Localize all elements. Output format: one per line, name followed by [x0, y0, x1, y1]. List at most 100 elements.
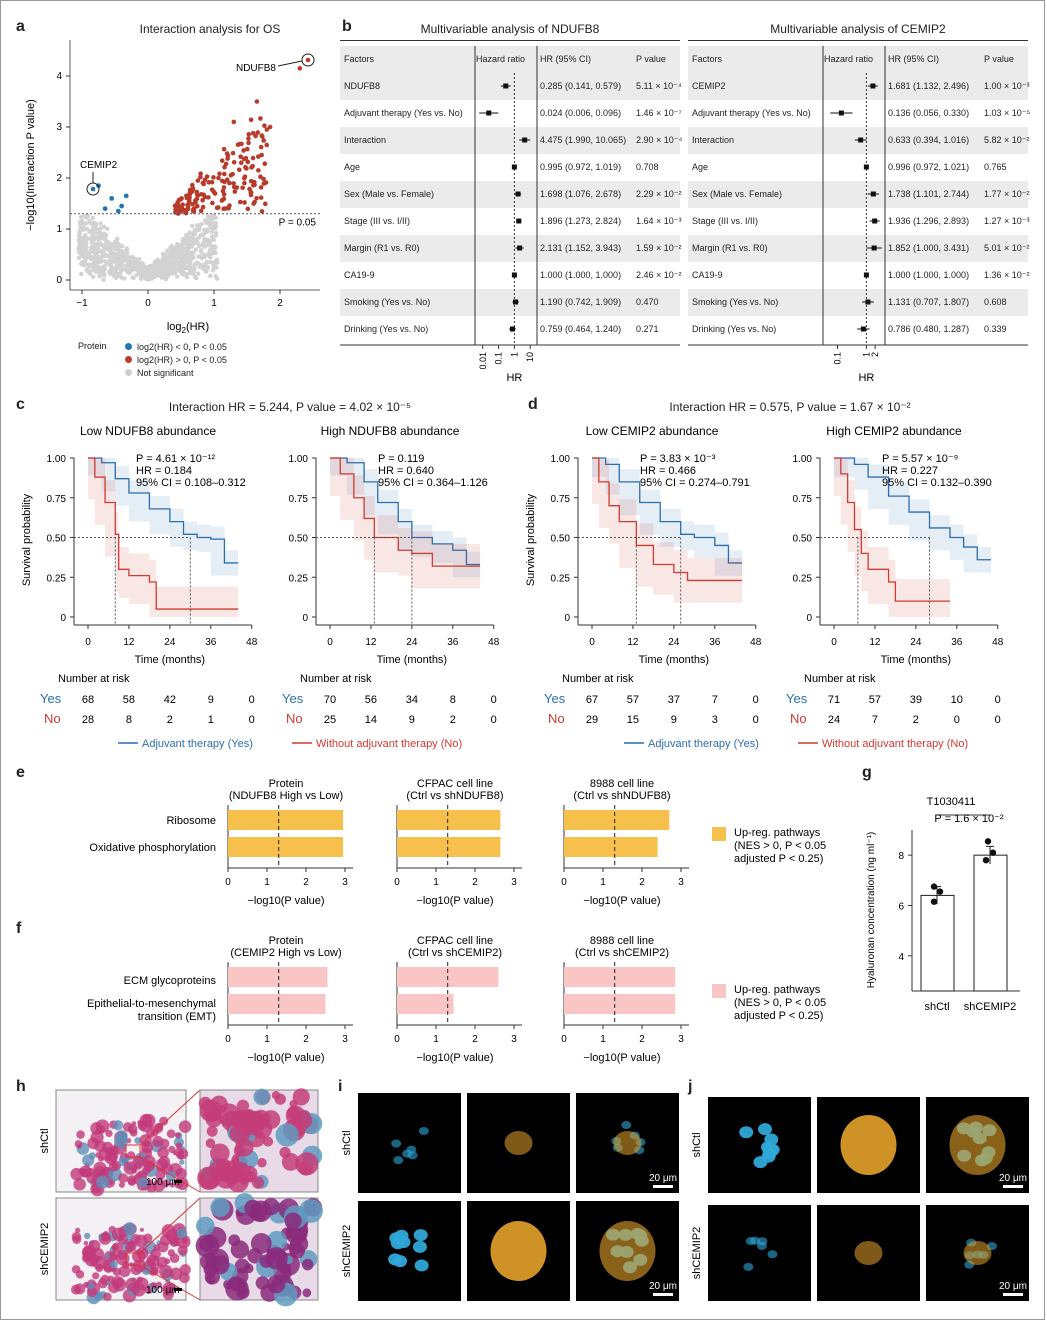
pos-sig-point [259, 209, 265, 214]
km-ci-band [834, 458, 950, 617]
bar-x-tick-label: 2 [472, 1034, 478, 1045]
row-label: shCEMIP2 [691, 1227, 703, 1280]
pathway-legend-text: adjusted P < 0.25) [734, 1010, 823, 1022]
bar-x-label: −log10(P value) [247, 895, 324, 907]
bar-subtitle: (Ctrl vs shCEMIP2) [408, 947, 502, 959]
km-x-tick-label: 48 [246, 637, 258, 648]
km-y-label: Survival probability [21, 493, 33, 586]
tissue-blob [175, 1142, 183, 1149]
km-x-tick-label: 24 [164, 637, 176, 648]
table-cell: Age [344, 162, 361, 172]
risk-no-label: No [286, 711, 303, 726]
forest-tick-label: 2 [870, 352, 880, 357]
nucleus [412, 1240, 427, 1253]
km-x-tick-label: 12 [365, 637, 377, 648]
pos-sig-point [297, 66, 303, 71]
g-data-point [930, 898, 938, 905]
hr-point [486, 110, 492, 116]
pos-sig-point [250, 155, 256, 161]
pos-sig-point [234, 185, 240, 190]
tissue-blob-zoom [253, 1088, 271, 1106]
ns-point [97, 274, 102, 279]
pos-sig-point [221, 185, 227, 190]
pos-sig-point [248, 117, 254, 123]
ns-point [124, 246, 130, 251]
bar-x-tick-label: 3 [342, 1034, 348, 1045]
tissue-blob-zoom [236, 1285, 250, 1299]
hr-point [860, 326, 866, 332]
pos-sig-point [231, 119, 237, 125]
bar-x-tick-label: 3 [511, 1034, 517, 1045]
ns-point [114, 238, 119, 243]
tissue-blob [93, 1161, 107, 1176]
scale-bar [653, 1293, 673, 1296]
table-cell: 0.136 (0.056, 0.330) [888, 108, 970, 118]
ns-point [83, 241, 89, 247]
table-cell: 1.936 (1.296, 2.893) [888, 216, 970, 226]
risk-no-label: No [790, 711, 807, 726]
tissue-blob [179, 1272, 190, 1284]
risk-title: Number at risk [562, 673, 634, 685]
tissue-blob [104, 1254, 110, 1260]
neg-sig-point [123, 193, 129, 199]
fluorescence-image [358, 1201, 461, 1301]
forest-plot: 0.1 12 HR [688, 46, 1028, 384]
bar-title: CFPAC cell line [417, 778, 493, 790]
g-bar [973, 854, 1008, 992]
tissue-blob [104, 1152, 118, 1165]
ns-point [193, 247, 199, 252]
table-row: Sex (Male vs. Female) 1.738 (1.101, 2.744… [688, 181, 1030, 208]
tissue-blob [112, 1120, 124, 1131]
pos-sig-point [258, 144, 264, 150]
tissue-blob-zoom [257, 1157, 267, 1168]
g-data-point [936, 888, 944, 895]
table-cell: 0.271 [636, 324, 659, 334]
pos-sig-point [261, 176, 266, 182]
table-cell: 0.995 (0.972, 1.019) [540, 162, 622, 172]
pos-sig-point [222, 164, 227, 170]
ns-point [168, 245, 173, 251]
pos-sig-point [176, 208, 181, 214]
pos-sig-point [242, 200, 247, 205]
scale-bar [1003, 1293, 1023, 1296]
ns-point [107, 241, 112, 246]
ns-point [112, 252, 118, 257]
tissue-blob-zoom [244, 1199, 262, 1217]
nucleus [762, 1146, 777, 1159]
pos-sig-point [187, 187, 193, 193]
tissue-blob-zoom [196, 1216, 215, 1236]
tissue-blob [175, 1167, 187, 1180]
km-title: Low CEMIP2 abundance [586, 424, 719, 438]
g-data-point [930, 883, 938, 890]
km-curve [330, 457, 481, 567]
ns-point [196, 235, 202, 240]
pathway-legend-text: Up-reg. pathways [734, 984, 821, 996]
km-curve [88, 457, 239, 610]
table-header-cell: P value [984, 54, 1014, 64]
scale-bar-label: 20 μm [649, 1173, 677, 1184]
ndufb8-highlight [301, 53, 315, 67]
pos-sig-point [245, 206, 251, 212]
bar-charts: Protein(NDUFB8 High vs Low)0 1 2 3−log10(P … [87, 778, 1020, 1064]
tissue-blob [111, 1275, 124, 1289]
scale-bar-label: 20 μm [999, 1173, 1027, 1184]
ns-point [193, 274, 198, 280]
row-label: shCtl [39, 1128, 51, 1153]
ns-point [207, 217, 213, 223]
tissue-blob [157, 1241, 169, 1253]
pos-sig-point [251, 182, 256, 188]
tissue-blob [96, 1175, 110, 1189]
tissue-blob [148, 1179, 153, 1184]
ns-point [163, 253, 168, 258]
km-x-label: Time (months) [377, 654, 448, 666]
pos-sig-point [194, 196, 200, 202]
legend-text-no: Without adjuvant therapy (No) [316, 738, 462, 750]
risk-no-count: 9 [409, 714, 415, 726]
tissue-blob [146, 1254, 160, 1268]
km-x-tick-label: 12 [627, 637, 639, 648]
volcano-legend: log2(HR) < 0, P < 0.05 log2(HR) > 0, P <… [125, 341, 227, 380]
table-cell: Smoking (Yes vs. No) [344, 297, 431, 307]
km-y-tick-label: 1.00 [289, 454, 309, 465]
cytoplasm-signal [854, 1241, 883, 1265]
